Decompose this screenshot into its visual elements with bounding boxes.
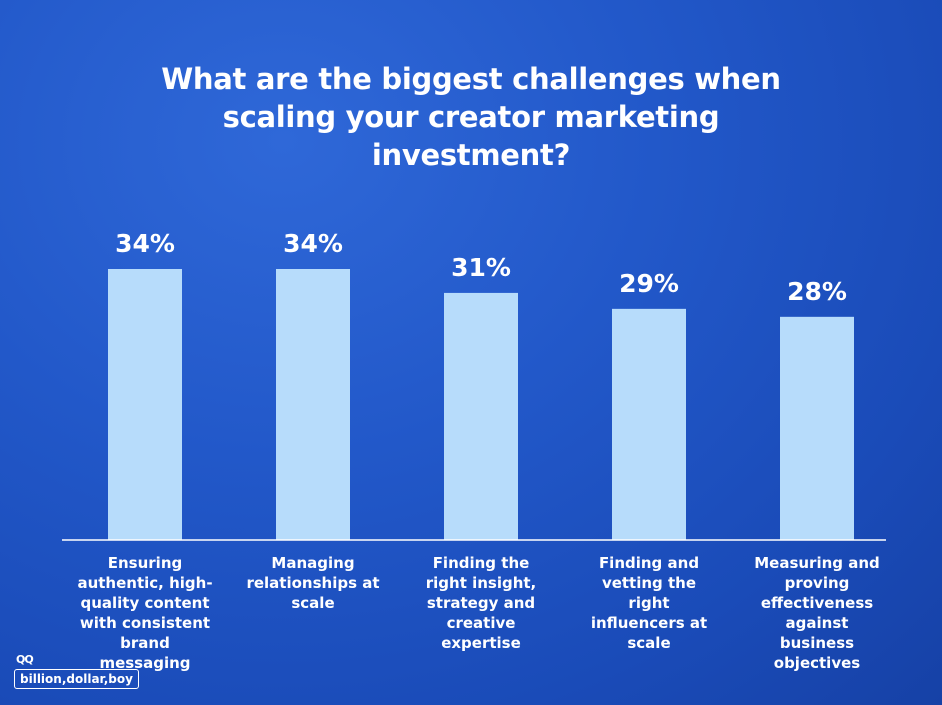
value-label: 29%	[619, 268, 679, 298]
logo-icon: QQ	[16, 653, 34, 666]
bar	[444, 292, 518, 540]
x-tick-label: Finding the right insight, strategy and …	[425, 554, 537, 652]
value-label: 34%	[283, 229, 343, 258]
bar	[612, 308, 686, 540]
bar	[276, 269, 350, 540]
x-tick-label: Measuring and proving effectiveness agai…	[754, 554, 880, 672]
bar	[780, 316, 854, 540]
x-tick-label: Managing relationships at scale	[246, 554, 380, 612]
x-tick-label: Finding and vetting the right influencer…	[590, 554, 708, 652]
chart-title: What are the biggest challenges when sca…	[161, 62, 781, 172]
value-label: 34%	[115, 229, 175, 258]
value-label: 28%	[787, 276, 847, 306]
value-label: 31%	[451, 252, 511, 282]
logo: billion,dollar,boy	[14, 669, 139, 689]
bar	[108, 269, 182, 540]
x-tick-label: Ensuring authentic, high-quality content…	[77, 554, 213, 672]
